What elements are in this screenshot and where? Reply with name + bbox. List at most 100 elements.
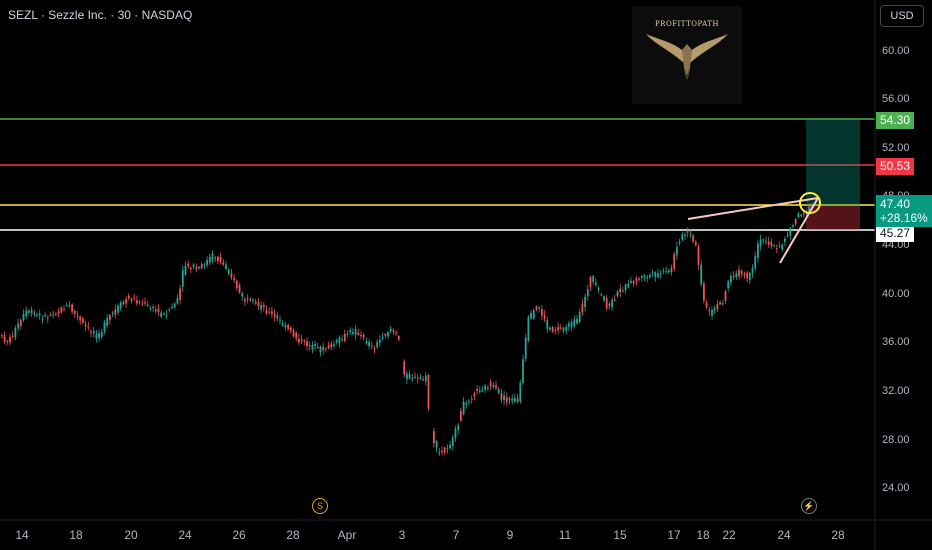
position-loss-zone[interactable]	[806, 205, 860, 230]
candle-body	[611, 299, 613, 308]
candle-body	[316, 347, 319, 349]
time-axis-label: 9	[506, 528, 514, 542]
candle-body	[354, 328, 357, 335]
breakout-circle-marker[interactable]	[799, 192, 821, 214]
candle-body	[146, 304, 149, 306]
candle-body	[244, 299, 246, 302]
candle-body	[441, 450, 443, 453]
candle-body	[608, 303, 611, 306]
trendline-upper[interactable]	[687, 197, 819, 220]
candle-body	[676, 247, 678, 256]
symbol-header[interactable]: SEZL · Sezzle Inc. · 30 · NASDAQ	[8, 8, 193, 22]
candle-body	[692, 235, 694, 242]
time-axis-label: 28	[286, 528, 300, 542]
candle-body	[468, 401, 470, 403]
candle-body	[284, 324, 287, 328]
candle-body	[473, 393, 476, 397]
candle-body	[173, 303, 176, 308]
candle-body	[257, 302, 260, 307]
candle-body	[559, 327, 562, 329]
candle-body	[397, 336, 400, 340]
candle-body	[732, 275, 735, 277]
candle-body	[500, 393, 503, 400]
candle-body	[619, 288, 622, 293]
candle-body	[136, 300, 138, 304]
candle-body	[235, 280, 238, 288]
candle-body	[562, 327, 565, 331]
candle-body	[3, 335, 6, 342]
resistance-price-tag: 50.53	[876, 158, 915, 175]
candle-body	[100, 331, 103, 337]
candle-body	[279, 319, 281, 321]
candle-body	[681, 234, 684, 240]
candle-body	[181, 270, 184, 287]
candle-body	[303, 340, 306, 342]
candlestick-series	[1, 203, 813, 457]
logo-text: PROFITTOPATH	[654, 20, 720, 28]
candle-body	[46, 317, 49, 319]
candle-body	[605, 298, 608, 309]
candle-body	[368, 341, 370, 347]
split-event-icon[interactable]: S	[312, 498, 328, 514]
time-axis-label: 28	[831, 528, 845, 542]
candle-body	[724, 291, 727, 302]
currency-selector-button[interactable]: USD	[880, 5, 924, 27]
candle-body	[603, 296, 605, 301]
candle-body	[349, 330, 352, 333]
candle-body	[743, 273, 746, 276]
candle-body	[775, 248, 778, 250]
candle-body	[497, 388, 500, 394]
time-axis-label: 3	[398, 528, 406, 542]
price-axis-label: 28.00	[882, 434, 910, 446]
candle-body	[762, 239, 765, 241]
candle-body	[98, 333, 100, 339]
earnings-event-icon[interactable]: ⚡	[801, 498, 817, 514]
candle-body	[797, 213, 800, 218]
target-price-tag: 54.30	[876, 112, 915, 129]
trendline-lower[interactable]	[779, 197, 819, 264]
candle-body	[649, 275, 651, 278]
candle-body	[276, 315, 279, 319]
candle-body	[149, 308, 152, 310]
candle-body	[667, 270, 670, 273]
candle-body	[214, 257, 217, 259]
candle-body	[481, 390, 484, 392]
candle-body	[805, 213, 808, 215]
candle-body	[557, 327, 559, 331]
candle-body	[22, 313, 25, 321]
candle-body	[446, 447, 449, 449]
candle-body	[141, 303, 144, 305]
price-axis-label: 52.00	[882, 142, 910, 154]
candle-body	[651, 272, 654, 274]
candle-body	[36, 314, 38, 316]
candle-body	[514, 397, 516, 402]
candle-body	[119, 302, 122, 309]
price-axis-label: 60.00	[882, 45, 910, 57]
candle-body	[700, 264, 703, 285]
candle-body	[311, 345, 314, 350]
time-axis-label: 11	[558, 528, 572, 542]
candle-body	[632, 281, 635, 284]
candle-body	[546, 319, 549, 329]
candle-body	[535, 306, 538, 310]
candle-body	[370, 345, 373, 347]
candle-body	[489, 382, 492, 386]
candle-body	[28, 310, 30, 313]
candle-body	[584, 296, 586, 307]
candle-body	[365, 341, 368, 344]
candle-body	[357, 332, 360, 335]
candle-body	[165, 314, 168, 316]
position-profit-zone[interactable]	[806, 119, 860, 205]
candle-body	[219, 256, 222, 263]
candle-body	[565, 327, 568, 331]
candle-body	[589, 277, 592, 288]
candle-body	[551, 327, 554, 332]
candle-body	[157, 308, 160, 313]
candle-body	[600, 294, 603, 296]
candle-body	[289, 327, 292, 331]
candle-body	[79, 316, 82, 321]
candle-body	[530, 312, 532, 319]
candle-body	[111, 312, 114, 314]
candle-body	[6, 341, 9, 343]
